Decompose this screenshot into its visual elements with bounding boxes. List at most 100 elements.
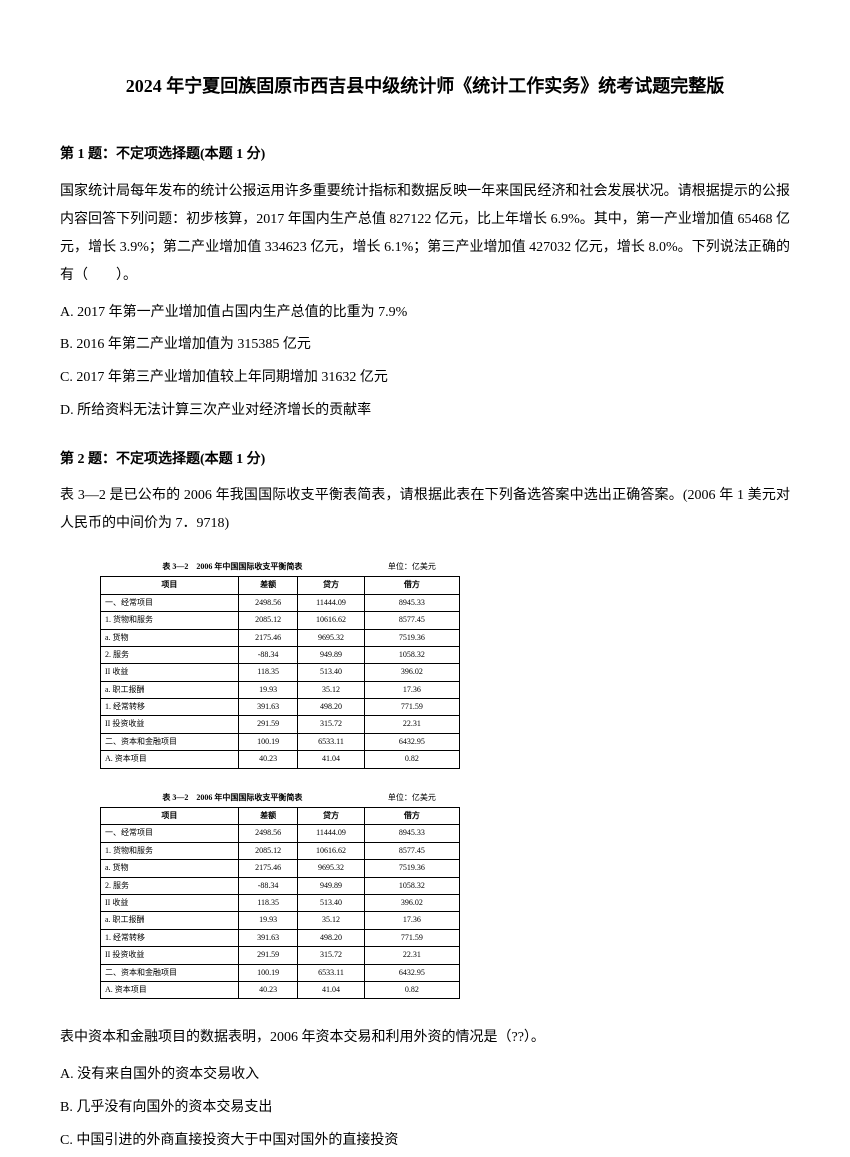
table-cell: 6432.95 xyxy=(364,733,459,750)
table-cell: 1058.32 xyxy=(364,877,459,894)
table-cell: a. 职工报酬 xyxy=(101,912,239,929)
table-cell: 391.63 xyxy=(238,929,298,946)
q2-option-b: B. 几乎没有向国外的资本交易支出 xyxy=(60,1093,790,1124)
table-cell: 949.89 xyxy=(298,877,364,894)
table-cell: 8577.45 xyxy=(364,842,459,859)
table-cell: 10616.62 xyxy=(298,842,364,859)
table-cell: 41.04 xyxy=(298,751,364,768)
q2-option-a: A. 没有来自国外的资本交易收入 xyxy=(60,1060,790,1091)
table-cell: 118.35 xyxy=(238,664,298,681)
table-header: 贷方 xyxy=(298,808,364,825)
table-cell: 1. 货物和服务 xyxy=(101,612,239,629)
q1-option-b: B. 2016 年第二产业增加值为 315385 亿元 xyxy=(60,330,790,361)
table-cell: 8945.33 xyxy=(364,825,459,842)
table-header: 差额 xyxy=(238,808,298,825)
table-cell: 513.40 xyxy=(298,664,364,681)
table-cell: A. 资本项目 xyxy=(101,751,239,768)
table-cell: II 收益 xyxy=(101,664,239,681)
table-header: 项目 xyxy=(101,577,239,594)
table-cell: 11444.09 xyxy=(298,594,364,611)
table-2-container: 表 3—2 2006 年中国国际收支平衡简表 单位：亿美元 项目 差额 贷方 借… xyxy=(100,789,790,1000)
table-cell: a. 货物 xyxy=(101,860,239,877)
table-cell: 315.72 xyxy=(298,716,364,733)
table-cell: 771.59 xyxy=(364,929,459,946)
table-cell: 7519.36 xyxy=(364,629,459,646)
table-cell: 396.02 xyxy=(364,664,459,681)
table-cell: 1058.32 xyxy=(364,646,459,663)
q1-body: 国家统计局每年发布的统计公报运用许多重要统计指标和数据反映一年来国民经济和社会发… xyxy=(60,178,790,290)
table-cell: 949.89 xyxy=(298,646,364,663)
table-cell: 22.31 xyxy=(364,947,459,964)
table-cell: 2. 服务 xyxy=(101,646,239,663)
table-cell: 1. 货物和服务 xyxy=(101,842,239,859)
page-title: 2024 年宁夏回族固原市西吉县中级统计师《统计工作实务》统考试题完整版 xyxy=(60,70,790,102)
table-caption: 表 3—2 2006 年中国国际收支平衡简表 xyxy=(101,789,365,808)
balance-table-1: 表 3—2 2006 年中国国际收支平衡简表 单位：亿美元 项目 差额 贷方 借… xyxy=(100,558,460,769)
table-cell: 9695.32 xyxy=(298,629,364,646)
table-cell: -88.34 xyxy=(238,646,298,663)
table-cell: a. 货物 xyxy=(101,629,239,646)
table-header: 借方 xyxy=(364,577,459,594)
table-cell: 498.20 xyxy=(298,929,364,946)
q1-option-a: A. 2017 年第一产业增加值占国内生产总值的比重为 7.9% xyxy=(60,298,790,329)
table-cell: A. 资本项目 xyxy=(101,981,239,998)
table-cell: 19.93 xyxy=(238,912,298,929)
table-cell: 一、经常项目 xyxy=(101,594,239,611)
table-cell: 771.59 xyxy=(364,699,459,716)
table-1-container: 表 3—2 2006 年中国国际收支平衡简表 单位：亿美元 项目 差额 贷方 借… xyxy=(100,558,790,769)
table-cell: 35.12 xyxy=(298,912,364,929)
table-cell: 6432.95 xyxy=(364,964,459,981)
table-cell: 8945.33 xyxy=(364,594,459,611)
table-caption: 表 3—2 2006 年中国国际收支平衡简表 xyxy=(101,558,365,577)
table-cell: 1. 经常转移 xyxy=(101,929,239,946)
table-cell: 100.19 xyxy=(238,733,298,750)
table-cell: a. 职工报酬 xyxy=(101,681,239,698)
table-cell: 9695.32 xyxy=(298,860,364,877)
table-cell: 11444.09 xyxy=(298,825,364,842)
table-cell: 17.36 xyxy=(364,912,459,929)
table-cell: 100.19 xyxy=(238,964,298,981)
q1-option-d: D. 所给资料无法计算三次产业对经济增长的贡献率 xyxy=(60,396,790,427)
table-cell: 315.72 xyxy=(298,947,364,964)
q2-body: 表 3—2 是已公布的 2006 年我国国际收支平衡表简表，请根据此表在下列备选… xyxy=(60,482,790,538)
table-unit: 单位：亿美元 xyxy=(364,789,459,808)
table-cell: 二、资本和金融项目 xyxy=(101,964,239,981)
table-cell: 17.36 xyxy=(364,681,459,698)
table-cell: 二、资本和金融项目 xyxy=(101,733,239,750)
table-cell: 0.82 xyxy=(364,981,459,998)
table-cell: 22.31 xyxy=(364,716,459,733)
table-cell: II 收益 xyxy=(101,894,239,911)
table-cell: 2175.46 xyxy=(238,860,298,877)
table-cell: 2498.56 xyxy=(238,594,298,611)
table-cell: 498.20 xyxy=(298,699,364,716)
table-header: 差额 xyxy=(238,577,298,594)
table-header: 贷方 xyxy=(298,577,364,594)
table-cell: 40.23 xyxy=(238,981,298,998)
table-cell: 40.23 xyxy=(238,751,298,768)
q1-header: 第 1 题：不定项选择题(本题 1 分) xyxy=(60,142,790,167)
table-header: 项目 xyxy=(101,808,239,825)
table-cell: -88.34 xyxy=(238,877,298,894)
table-cell: 513.40 xyxy=(298,894,364,911)
table-cell: 2. 服务 xyxy=(101,877,239,894)
table-cell: 19.93 xyxy=(238,681,298,698)
table-cell: 291.59 xyxy=(238,716,298,733)
table-cell: 6533.11 xyxy=(298,733,364,750)
table-cell: 一、经常项目 xyxy=(101,825,239,842)
table-cell: 8577.45 xyxy=(364,612,459,629)
q2-followup: 表中资本和金融项目的数据表明，2006 年资本交易和利用外资的情况是（??）。 xyxy=(60,1024,790,1052)
table-cell: 2175.46 xyxy=(238,629,298,646)
table-cell: 391.63 xyxy=(238,699,298,716)
table-cell: 2498.56 xyxy=(238,825,298,842)
table-cell: II 投资收益 xyxy=(101,947,239,964)
table-cell: II 投资收益 xyxy=(101,716,239,733)
table-unit: 单位：亿美元 xyxy=(364,558,459,577)
table-cell: 118.35 xyxy=(238,894,298,911)
table-cell: 6533.11 xyxy=(298,964,364,981)
q1-option-c: C. 2017 年第三产业增加值较上年同期增加 31632 亿元 xyxy=(60,363,790,394)
table-cell: 41.04 xyxy=(298,981,364,998)
q2-header: 第 2 题：不定项选择题(本题 1 分) xyxy=(60,447,790,472)
table-cell: 35.12 xyxy=(298,681,364,698)
balance-table-2: 表 3—2 2006 年中国国际收支平衡简表 单位：亿美元 项目 差额 贷方 借… xyxy=(100,789,460,1000)
table-cell: 0.82 xyxy=(364,751,459,768)
